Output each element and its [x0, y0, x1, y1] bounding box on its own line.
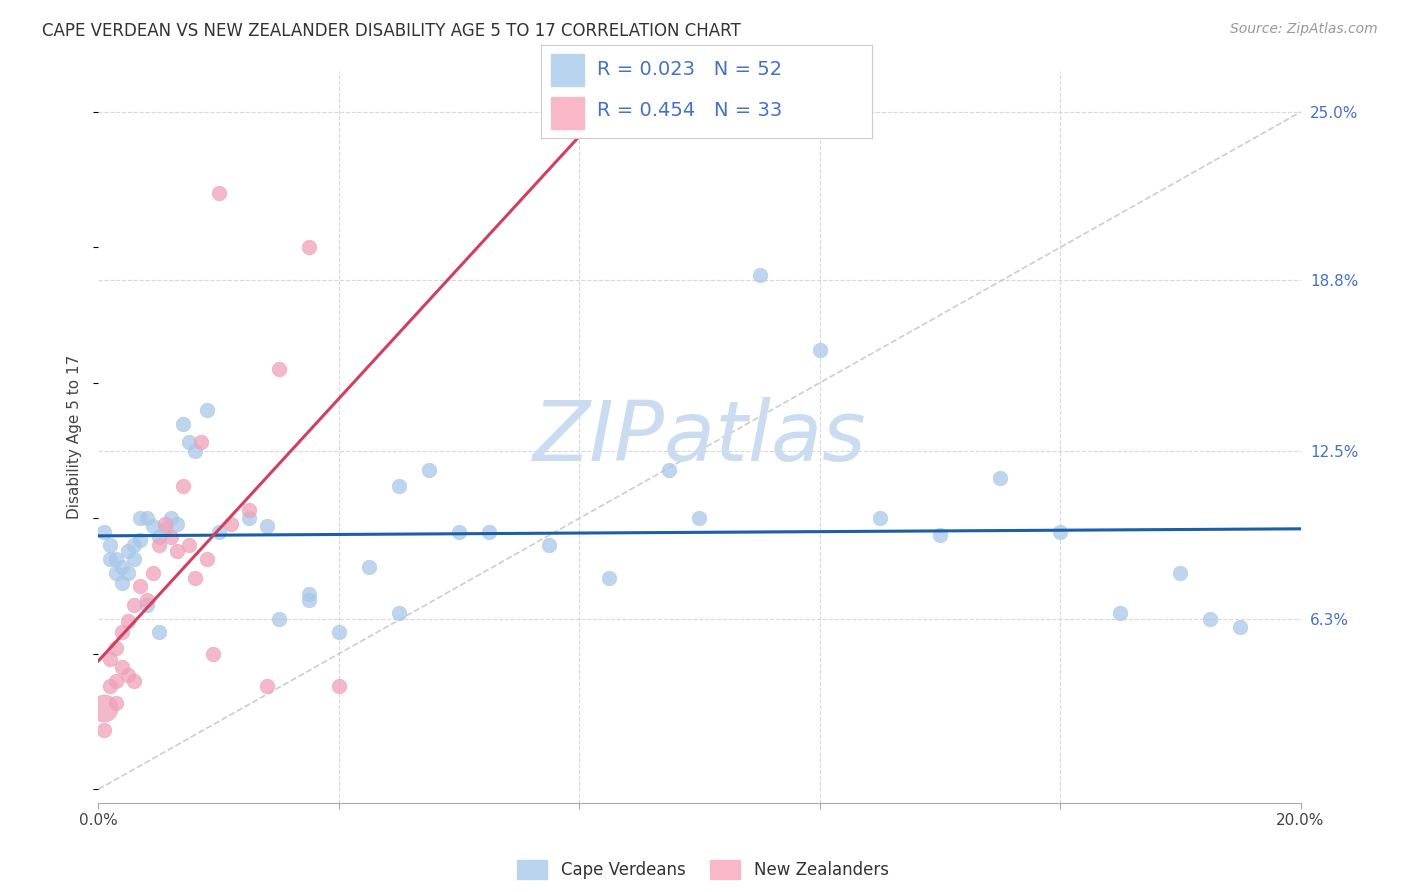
Point — [256, 519, 278, 533]
Point — [124, 538, 146, 552]
Point — [100, 552, 122, 566]
Point — [166, 516, 188, 531]
Point — [478, 524, 501, 539]
Point — [538, 538, 561, 552]
Text: CAPE VERDEAN VS NEW ZEALANDER DISABILITY AGE 5 TO 17 CORRELATION CHART: CAPE VERDEAN VS NEW ZEALANDER DISABILITY… — [42, 22, 741, 40]
Text: R = 0.454   N = 33: R = 0.454 N = 33 — [598, 101, 783, 120]
Point — [100, 679, 122, 693]
Point — [208, 524, 231, 539]
Point — [124, 673, 146, 688]
Point — [105, 696, 128, 710]
Point — [298, 240, 321, 254]
Point — [328, 679, 350, 693]
Point — [808, 343, 831, 358]
Bar — [551, 54, 585, 86]
Legend: Cape Verdeans, New Zealanders: Cape Verdeans, New Zealanders — [517, 860, 889, 880]
Point — [129, 579, 152, 593]
Point — [208, 186, 231, 201]
Point — [129, 533, 152, 547]
Point — [689, 511, 711, 525]
Point — [988, 471, 1011, 485]
Point — [328, 625, 350, 640]
Point — [929, 527, 952, 541]
Point — [190, 435, 212, 450]
Point — [111, 625, 134, 640]
Point — [267, 611, 290, 625]
Point — [1199, 611, 1222, 625]
Point — [117, 566, 139, 580]
Point — [100, 652, 122, 666]
Point — [100, 538, 122, 552]
Point — [105, 566, 128, 580]
Point — [238, 503, 260, 517]
Point — [267, 362, 290, 376]
Point — [124, 598, 146, 612]
Point — [111, 660, 134, 674]
Point — [748, 268, 770, 282]
Point — [93, 524, 115, 539]
Point — [658, 462, 681, 476]
Point — [141, 519, 163, 533]
Point — [1170, 566, 1192, 580]
Point — [148, 625, 170, 640]
Point — [447, 524, 470, 539]
Point — [869, 511, 891, 525]
Point — [124, 552, 146, 566]
Point — [148, 530, 170, 544]
Point — [159, 530, 181, 544]
Point — [256, 679, 278, 693]
Point — [1109, 606, 1132, 620]
Point — [105, 641, 128, 656]
Point — [195, 552, 218, 566]
Point — [111, 576, 134, 591]
Point — [183, 571, 205, 585]
Point — [1229, 620, 1251, 634]
Point — [357, 560, 380, 574]
Point — [105, 552, 128, 566]
Point — [153, 522, 176, 536]
Point — [195, 403, 218, 417]
Y-axis label: Disability Age 5 to 17: Disability Age 5 to 17 — [67, 355, 83, 519]
Point — [388, 479, 411, 493]
Point — [238, 511, 260, 525]
Point — [148, 538, 170, 552]
Point — [598, 571, 620, 585]
Point — [418, 462, 440, 476]
Point — [117, 615, 139, 629]
Point — [201, 647, 224, 661]
Point — [177, 435, 200, 450]
Point — [183, 443, 205, 458]
Point — [141, 566, 163, 580]
Point — [129, 511, 152, 525]
Point — [135, 598, 157, 612]
Text: Source: ZipAtlas.com: Source: ZipAtlas.com — [1230, 22, 1378, 37]
Point — [177, 538, 200, 552]
Point — [1049, 524, 1071, 539]
Point — [388, 606, 411, 620]
Bar — [551, 97, 585, 129]
Point — [172, 417, 194, 431]
Point — [117, 668, 139, 682]
Text: R = 0.023   N = 52: R = 0.023 N = 52 — [598, 61, 783, 79]
Point — [219, 516, 242, 531]
Text: ZIPatlas: ZIPatlas — [533, 397, 866, 477]
Point — [166, 544, 188, 558]
Point — [172, 479, 194, 493]
Point — [135, 592, 157, 607]
Point — [93, 701, 115, 715]
Point — [153, 516, 176, 531]
Point — [298, 587, 321, 601]
Point — [111, 560, 134, 574]
Point — [135, 511, 157, 525]
Point — [93, 723, 115, 737]
Point — [105, 673, 128, 688]
Point — [298, 592, 321, 607]
Point — [117, 544, 139, 558]
Point — [159, 511, 181, 525]
